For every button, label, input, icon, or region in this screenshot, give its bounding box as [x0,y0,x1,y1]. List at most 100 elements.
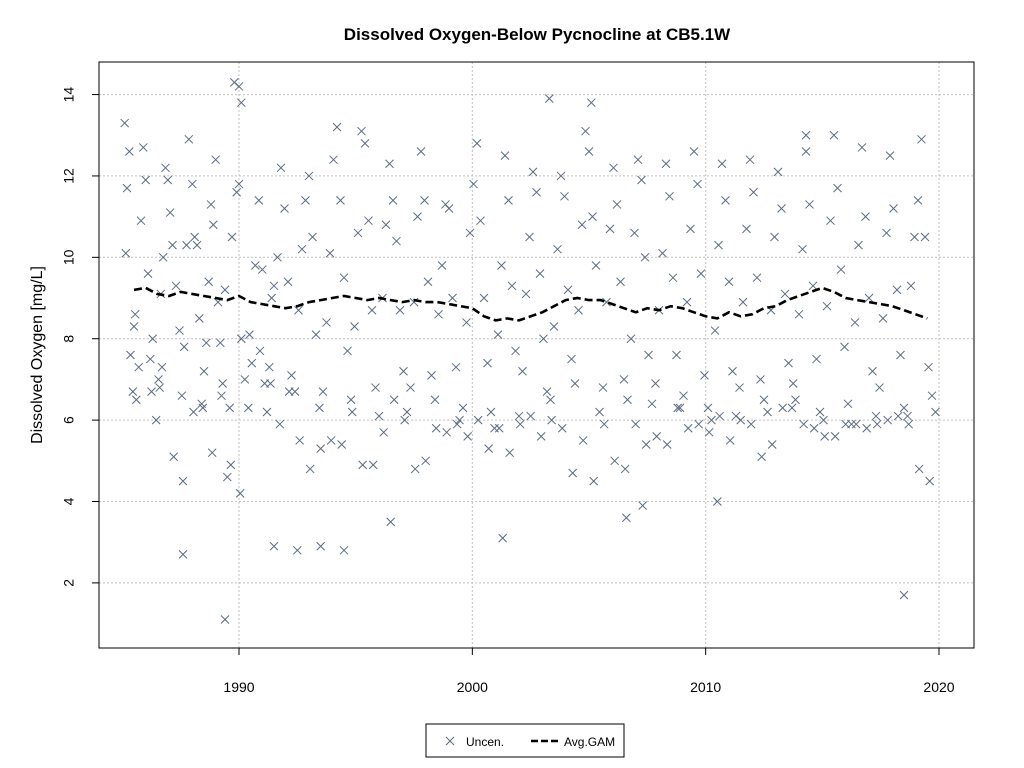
data-point [547,415,557,425]
data-point [504,196,513,205]
data-point [546,395,555,405]
data-point [337,440,347,449]
data-point [280,204,289,213]
plot-frame [98,61,975,649]
data-point [906,281,916,291]
data-point [165,208,175,217]
data-point [780,289,790,299]
data-point [416,147,426,156]
data-point [157,362,167,372]
data-point [332,122,342,132]
data-point [924,362,933,372]
data-point [287,370,296,380]
data-point [385,159,394,169]
chart-title: Dissolved Oxygen-Below Pycnocline at CB5… [344,25,731,44]
data-point [262,407,272,417]
data-point [631,419,641,429]
data-point [226,460,236,470]
data-point [746,419,756,429]
data-point [151,415,161,425]
data-point [757,452,767,462]
data-point [878,314,888,323]
data-point [756,375,765,384]
data-point [714,240,723,250]
data-point [599,419,609,429]
data-point [578,436,588,445]
data-point [759,395,769,405]
data-point [442,427,452,437]
data-point [360,139,370,148]
data-point [138,143,148,152]
data-point [717,159,727,169]
data-point [431,423,441,433]
data-point [465,228,475,238]
data-point [595,407,604,417]
data-point [549,322,559,331]
data-point [232,187,242,197]
x-tick-label: 2020 [923,679,954,695]
data-point [178,550,188,559]
data-point [143,269,153,278]
data-point [788,379,798,388]
data-point [182,240,191,250]
data-point [399,366,408,376]
data-point [843,399,853,409]
data-point [198,403,208,413]
data-point [704,427,714,437]
data-point [749,187,758,197]
data-point [801,130,811,140]
data-point [589,476,599,486]
data-point [745,155,755,165]
data-point [318,387,328,396]
data-point [379,427,389,437]
x-axis: 1990 2000 2010 2020 [223,648,955,695]
data-point [539,334,548,344]
data-point [297,244,307,254]
data-point [515,419,525,429]
data-point [715,411,725,421]
data-point [735,383,744,392]
data-point [308,232,317,242]
data-point [833,183,842,193]
data-point [841,419,851,429]
data-point [269,541,279,551]
data-point [773,167,783,177]
data-point [514,411,524,421]
data-point [809,423,819,433]
data-point [511,346,520,356]
data-point [815,407,825,417]
data-point [620,464,630,474]
x-tick-label: 2000 [457,679,488,695]
data-point [163,175,173,185]
data-point [577,220,587,230]
data-point [861,212,870,221]
data-point [421,456,431,466]
data-point [535,269,545,278]
points-layer [120,77,940,624]
data-point [358,460,368,470]
data-point [234,179,244,189]
data-point [420,196,429,205]
data-point [619,375,629,384]
data-point [343,346,352,356]
data-point [854,240,863,250]
data-point [222,472,232,482]
data-point [364,216,373,226]
data-point [329,155,338,165]
y-tick-label: 6 [61,416,77,424]
data-point [187,179,197,189]
data-point [536,432,546,441]
data-point [134,362,144,372]
data-point [267,293,277,303]
data-point [896,350,905,360]
data-point [301,196,310,205]
data-point [892,285,902,295]
data-point [586,98,596,108]
data-point [189,407,198,417]
data-point [602,297,611,307]
data-point [423,277,433,287]
data-point [910,232,919,242]
data-point [820,432,830,441]
data-point [883,415,893,425]
data-point [544,94,554,103]
